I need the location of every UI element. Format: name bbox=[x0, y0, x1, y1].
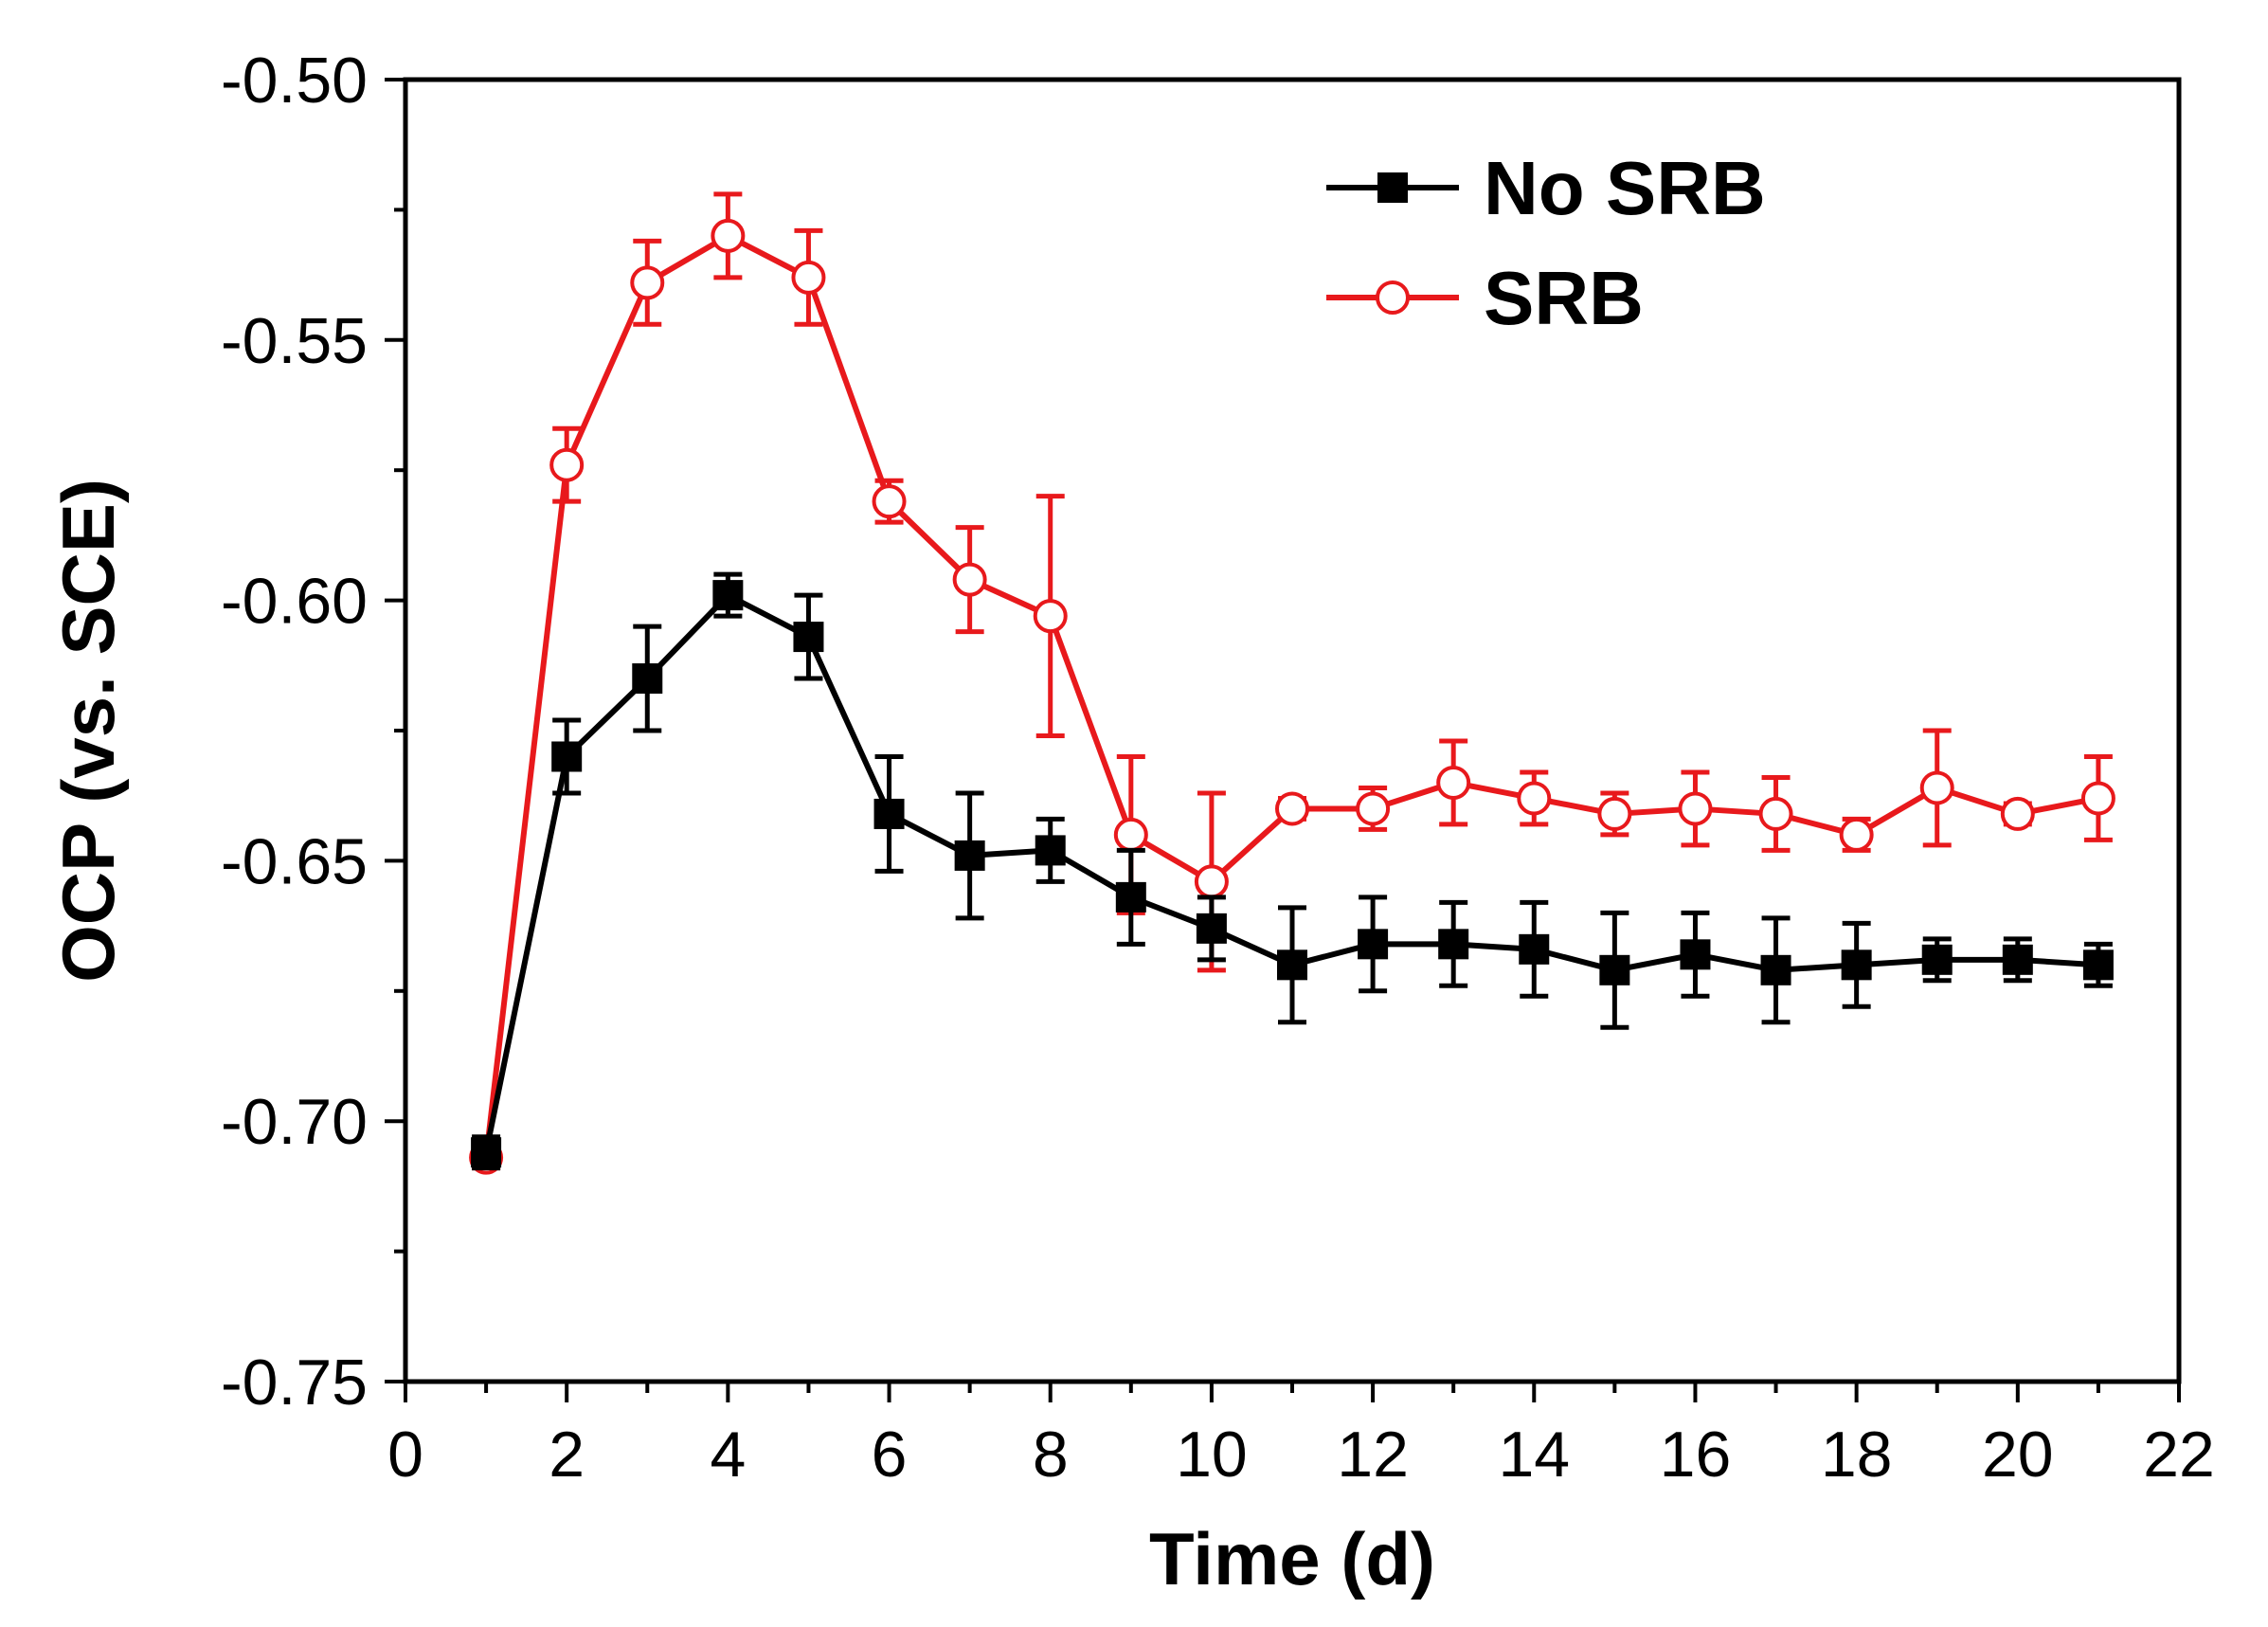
legend-label-no-srb: No SRB bbox=[1484, 146, 1766, 230]
data-point-srb bbox=[1517, 781, 1552, 816]
y-tick-label: -0.55 bbox=[221, 305, 368, 377]
data-point-srb bbox=[2000, 796, 2035, 831]
data-point-no-srb bbox=[2002, 944, 2033, 975]
data-point-srb bbox=[1597, 796, 1632, 831]
data-point-no-srb bbox=[1841, 949, 1872, 981]
data-point-srb bbox=[952, 562, 987, 597]
data-point-no-srb bbox=[551, 741, 583, 772]
x-tick-label: 10 bbox=[1176, 1419, 1248, 1491]
data-point-no-srb bbox=[793, 622, 824, 653]
legend-marker-no-srb bbox=[1377, 172, 1408, 203]
data-point-no-srb bbox=[1760, 954, 1791, 985]
y-axis-title: OCP (vs. SCE) bbox=[46, 479, 130, 983]
y-tick-label: -0.75 bbox=[221, 1347, 368, 1419]
data-point-srb bbox=[630, 265, 665, 300]
data-point-srb bbox=[791, 260, 826, 295]
legend: No SRB SRB bbox=[1326, 146, 1766, 340]
series-line-no-srb bbox=[483, 592, 2099, 1153]
data-point-srb bbox=[1436, 765, 1471, 800]
data-point-no-srb bbox=[632, 663, 663, 695]
data-point-no-srb bbox=[954, 840, 985, 871]
legend-marker-srb bbox=[1376, 280, 1410, 315]
x-axis-title: Time (d) bbox=[1149, 1517, 1435, 1600]
x-tick-label: 6 bbox=[872, 1419, 908, 1491]
data-point-no-srb bbox=[1921, 944, 1953, 975]
data-point-srb bbox=[711, 218, 746, 253]
legend-entry-srb: SRB bbox=[1326, 256, 1644, 340]
data-point-no-srb bbox=[873, 798, 905, 829]
y-tick-label: -0.65 bbox=[221, 825, 368, 897]
data-point-srb bbox=[1919, 770, 1954, 805]
data-point-no-srb bbox=[1519, 933, 1550, 965]
x-tick-label: 12 bbox=[1337, 1419, 1409, 1491]
axes: 0 2 4 6 8 10 12 14 16 18 20 22 -0.75 -0.70 -0.65 -0.60 -… bbox=[221, 45, 2215, 1491]
data-point-no-srb bbox=[1680, 939, 1711, 970]
data-point-srb bbox=[2080, 781, 2115, 816]
x-tick-label: 8 bbox=[1033, 1419, 1069, 1491]
data-point-no-srb bbox=[471, 1137, 502, 1168]
plot-marks bbox=[469, 191, 2115, 1175]
data-point-srb bbox=[872, 484, 907, 519]
data-point-no-srb bbox=[2082, 949, 2114, 981]
data-point-srb bbox=[1356, 791, 1391, 826]
data-point-srb bbox=[1194, 864, 1229, 899]
legend-entry-no-srb: No SRB bbox=[1326, 146, 1766, 230]
legend-label-srb: SRB bbox=[1484, 256, 1644, 340]
data-point-no-srb bbox=[1115, 881, 1146, 913]
data-point-no-srb bbox=[712, 580, 744, 611]
x-tick-label: 4 bbox=[710, 1419, 746, 1491]
data-point-srb bbox=[549, 447, 585, 482]
plot-frame bbox=[403, 77, 2182, 1384]
x-tick-label: 14 bbox=[1498, 1419, 1570, 1491]
x-tick-label: 0 bbox=[387, 1419, 423, 1491]
y-tick-label: -0.60 bbox=[221, 566, 368, 638]
x-tick-label: 20 bbox=[1982, 1419, 2054, 1491]
x-tick-label: 16 bbox=[1660, 1419, 1732, 1491]
data-point-no-srb bbox=[1277, 949, 1307, 981]
data-point-srb bbox=[1033, 599, 1068, 634]
data-point-no-srb bbox=[1358, 929, 1389, 960]
data-point-no-srb bbox=[1599, 954, 1630, 985]
series-srb bbox=[469, 191, 2115, 1175]
x-tick-label: 22 bbox=[2143, 1419, 2215, 1491]
data-point-srb bbox=[1758, 796, 1793, 831]
x-tick-label: 18 bbox=[1821, 1419, 1893, 1491]
y-tick-label: -0.70 bbox=[221, 1086, 368, 1158]
data-point-no-srb bbox=[1438, 929, 1469, 960]
data-point-no-srb bbox=[1035, 835, 1066, 866]
x-tick-label: 2 bbox=[549, 1419, 585, 1491]
data-point-srb bbox=[1275, 791, 1309, 826]
data-point-srb bbox=[1678, 791, 1713, 826]
data-point-srb bbox=[1839, 817, 1874, 852]
data-point-no-srb bbox=[1196, 913, 1227, 944]
y-tick-label: -0.50 bbox=[221, 45, 368, 117]
series-no-srb bbox=[471, 571, 2114, 1171]
data-point-srb bbox=[1113, 817, 1148, 852]
